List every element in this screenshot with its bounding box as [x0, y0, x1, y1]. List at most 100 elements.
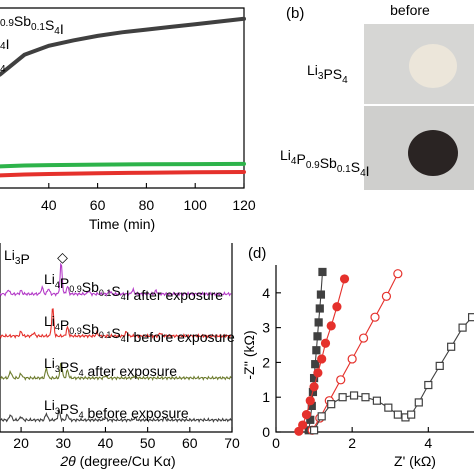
panel-d-data-point	[309, 426, 319, 435]
panel-d-y-tick-label: 3	[262, 320, 270, 336]
photo-label-li4p-sb-s4i: Li4P0.9Sb0.1S4I	[280, 147, 370, 179]
panel-a-x-axis-label: Time (min)	[89, 216, 155, 232]
panel-a-series-line	[0, 161, 246, 169]
panel-a-legend-entry: 4	[0, 64, 6, 75]
panel-d-data-point	[381, 291, 392, 301]
panel-d-data-point	[349, 391, 359, 400]
panel-c-axes-frame	[0, 243, 233, 433]
panel-d-ticks: 0 2 4 0 1 2 3 4	[262, 285, 432, 451]
panel-d-x-tick-label: 2	[348, 435, 356, 451]
panel-d-data-point	[336, 375, 346, 385]
panel-d-series-line	[313, 316, 473, 431]
li4p-sb-s4i-pellet-disc	[408, 130, 458, 176]
panel-d-y-axis-label: -Z'' (kΩ)	[241, 330, 257, 379]
panel-d-series	[294, 267, 474, 436]
panel-c-x-tick-label: 50	[140, 435, 156, 451]
panel-c-series-line	[0, 262, 232, 297]
panel-a-x-tick-label: 40	[41, 197, 57, 213]
panel-d-y-tick-label: 4	[262, 285, 270, 301]
panel-d-data-point	[298, 420, 308, 430]
panel-c-series-line	[0, 308, 232, 339]
panel-d-data-point	[447, 342, 456, 351]
panel-d-data-point	[458, 323, 467, 332]
panel-c-series-line	[0, 409, 232, 423]
photo-header-before: before	[390, 2, 430, 18]
panel-d-data-point	[361, 393, 370, 402]
panel-d-data-point	[407, 410, 416, 419]
panel-d-y-tick-label: 2	[262, 354, 270, 370]
panel-d-data-point	[372, 396, 382, 405]
panel-d-data-point	[384, 403, 393, 412]
panel-d-data-point	[314, 318, 323, 327]
panel-d-data-point	[370, 312, 380, 322]
panel-d-label: (d)	[248, 245, 266, 262]
panel-c-x-axis-label: 2θ (degree/Cu Kα)	[59, 453, 175, 469]
panel-c-series-labels: Li4P0.9Sb0.1S4I after exposure Li4P0.9Sb0…	[44, 249, 235, 421]
panel-d-data-point	[301, 410, 312, 420]
panel-d-x-tick-label: 4	[424, 435, 432, 451]
panel-d-data-point	[318, 267, 327, 277]
photo-label-li3ps4: Li3PS4	[307, 62, 348, 86]
panel-d-x-axis-label: Z' (kΩ)	[394, 453, 436, 469]
panel-c-li3p-diamond-marker: ◇	[57, 249, 68, 265]
panel-a-legend-entry: 0.9Sb0.1S4I	[0, 13, 64, 37]
panel-b-label: (b)	[286, 5, 304, 22]
panel-a-x-tick-label: 120	[232, 197, 256, 213]
panel-a-legend-entry: 4I	[0, 36, 9, 52]
panel-c-x-tick-label: 30	[55, 435, 71, 451]
panel-c-series-label: Li4P0.9Sb0.1S4I before exposure	[44, 313, 235, 345]
panel-d-data-point	[393, 410, 402, 419]
panel-a-series	[0, 16, 246, 178]
panel-d-data-point	[312, 346, 321, 355]
panel-d-data-point	[347, 354, 357, 364]
panel-d-data-point	[414, 398, 423, 407]
panel-d-data-point	[424, 380, 433, 390]
panel-c-series-label: Li4P0.9Sb0.1S4I after exposure	[44, 271, 223, 303]
panel-c-series-label: Li3PS4 before exposure	[44, 397, 189, 421]
panel-d-data-point	[326, 321, 336, 331]
panel-c-li3p-marker-label: Li3P	[4, 247, 30, 267]
panel-d-x-tick-label: 0	[272, 435, 280, 451]
panel-a-x-ticks: 40 60 80 100 120	[41, 183, 256, 213]
panel-a-series-line	[0, 16, 246, 77]
li3ps4-pellet-disc	[409, 44, 457, 88]
panel-d-data-point	[393, 269, 403, 279]
panel-b: (b) before Li3PS4 Li4P0.9Sb0.1S4I	[280, 2, 474, 190]
panel-d-data-point	[305, 396, 315, 406]
panel-d-y-tick-label: 0	[262, 424, 270, 440]
panel-d-data-point	[332, 302, 342, 312]
panel-d-data-point	[317, 412, 326, 421]
panel-d-data-point	[338, 393, 347, 402]
panel-c-x-tick-label: 70	[224, 435, 240, 451]
panel-d-data-point	[435, 361, 444, 370]
panel-d-data-point	[311, 360, 320, 369]
panel-d-data-point	[313, 368, 323, 378]
panel-d-data-point	[315, 304, 324, 313]
panel-d: (d) 0 2 4 0 1 2 3 4 -Z'' (kΩ) Z' (kΩ)	[241, 245, 474, 469]
panel-a-axes-frame	[0, 7, 245, 189]
panel-d-data-point	[320, 338, 331, 348]
panel-d-data-point	[339, 274, 350, 284]
panel-d-data-point	[317, 354, 327, 364]
panel-d-data-point	[327, 400, 336, 409]
panel-c-x-tick-label: 60	[182, 435, 198, 451]
panel-a-x-tick-label: 80	[139, 197, 155, 213]
panel-d-axes-frame	[275, 265, 474, 433]
panel-d-data-point	[316, 290, 326, 299]
panel-c-x-tick-label: 40	[98, 435, 114, 451]
panel-a-series-line	[0, 170, 246, 178]
panel-c: 20 30 40 50 60 70 Li4P0.9Sb0.1S4I after expos…	[0, 243, 240, 469]
panel-c-x-tick-label: 20	[13, 435, 29, 451]
panel-c-series-label: Li3PS4 after exposure	[44, 355, 177, 379]
panel-a-x-tick-label: 60	[90, 197, 106, 213]
panel-d-data-point	[467, 313, 474, 322]
panel-d-y-tick-label: 1	[262, 389, 270, 405]
panel-d-data-point	[309, 382, 319, 392]
panel-d-data-point	[313, 332, 322, 341]
panel-c-series-line	[0, 362, 232, 381]
panel-d-data-point	[358, 333, 369, 343]
panel-a-x-tick-label: 100	[184, 197, 208, 213]
